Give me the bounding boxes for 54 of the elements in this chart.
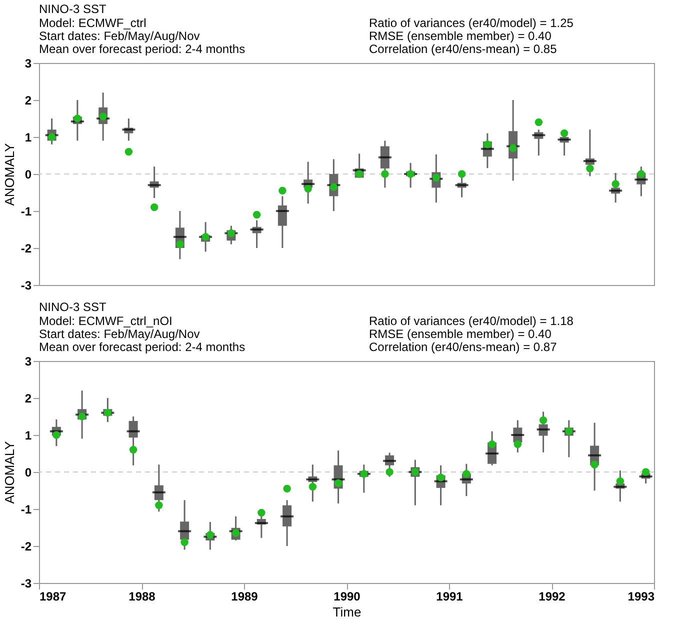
y-tick-label: -3 bbox=[20, 278, 32, 292]
y-tick-label: 0 bbox=[24, 466, 32, 480]
y-tick-label: 1 bbox=[24, 428, 32, 442]
y-axis-title: ANOMALY bbox=[2, 142, 17, 206]
text: Mean over forecast period: 2-4 months bbox=[39, 340, 246, 354]
y-tick-label: 3 bbox=[24, 354, 32, 368]
y-tick-label: -1 bbox=[20, 204, 32, 218]
point bbox=[458, 170, 466, 178]
y-tick-label: 3 bbox=[24, 56, 32, 70]
y-axis-title: ANOMALY bbox=[2, 440, 17, 504]
point bbox=[612, 180, 620, 188]
x-tick-label: 1989 bbox=[231, 590, 258, 604]
point bbox=[252, 210, 261, 219]
x-tick-label: 1993 bbox=[628, 590, 655, 604]
point bbox=[227, 229, 236, 238]
text: Ratio of variances (er40/model) = 1.18 bbox=[369, 314, 574, 328]
y-tick-label: -2 bbox=[20, 540, 32, 554]
y-tick-label: 2 bbox=[24, 392, 32, 406]
point bbox=[560, 129, 568, 138]
point bbox=[150, 203, 158, 212]
point bbox=[637, 170, 646, 178]
y-tick-label: 1 bbox=[24, 130, 32, 144]
text: RMSE (ensemble member) = 0.40 bbox=[369, 327, 552, 341]
y-tick-label: -2 bbox=[20, 242, 32, 256]
point bbox=[124, 148, 133, 156]
x-tick-label: 1992 bbox=[538, 590, 566, 604]
text: Model: ECMWF_ctrl_nOI bbox=[39, 314, 172, 328]
text: Mean over forecast period: 2-4 months bbox=[39, 42, 246, 56]
point bbox=[304, 184, 312, 193]
text: Correlation (er40/ens-mean) = 0.85 bbox=[369, 42, 558, 56]
point bbox=[534, 118, 543, 126]
text: Correlation (er40/ens-mean) = 0.87 bbox=[369, 340, 558, 354]
y-tick-label: 0 bbox=[24, 168, 32, 182]
chart-title: NINO-3 SST bbox=[39, 300, 108, 314]
chart-title: NINO-3 SST bbox=[39, 2, 108, 16]
point bbox=[586, 164, 594, 172]
y-tick-label: -3 bbox=[20, 576, 32, 590]
point bbox=[278, 186, 286, 195]
text: Model: ECMWF_ctrl bbox=[39, 16, 146, 30]
point bbox=[381, 170, 389, 178]
y-tick-label: -1 bbox=[20, 502, 32, 516]
point bbox=[176, 240, 184, 248]
x-tick-label: 1988 bbox=[128, 590, 156, 604]
x-axis-title: Time bbox=[332, 604, 362, 620]
y-tick-label: 2 bbox=[24, 94, 32, 108]
x-tick-label: 1990 bbox=[334, 590, 361, 604]
text: RMSE (ensemble member) = 0.40 bbox=[369, 29, 552, 43]
text: Start dates: Feb/May/Aug/Nov bbox=[39, 29, 200, 43]
x-tick-label: 1991 bbox=[436, 590, 464, 604]
x-tick-label: 1987 bbox=[40, 590, 67, 604]
text: Start dates: Feb/May/Aug/Nov bbox=[39, 327, 200, 341]
point bbox=[48, 133, 56, 141]
point bbox=[484, 140, 492, 148]
text: Ratio of variances (er40/model) = 1.25 bbox=[369, 16, 574, 30]
